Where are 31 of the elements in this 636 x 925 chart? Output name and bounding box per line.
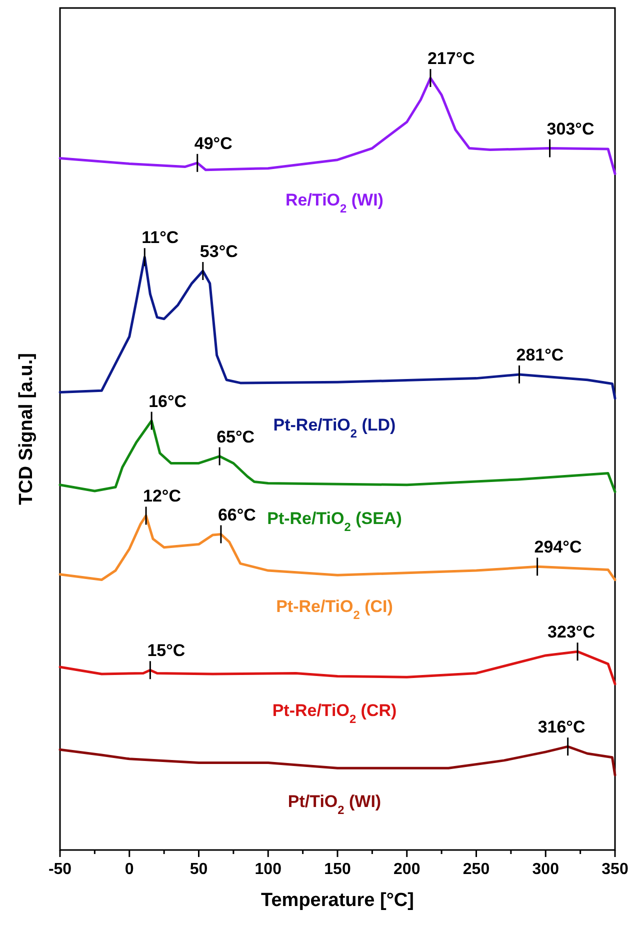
annotation: 323°C: [548, 622, 595, 642]
annotation: 294°C: [534, 538, 582, 557]
series-label: Pt-Re/TiO$_{2}$ (CI): [276, 596, 393, 622]
series-label: Pt-Re/TiO$_{2}$ (CR): [272, 701, 397, 726]
x-tick-label: -50: [48, 861, 72, 878]
series-label: Pt-Re/TiO$_{2}$ (LD): [273, 415, 396, 440]
annotation: 16°C: [148, 392, 187, 411]
x-axis-title: Temperature [°C]: [261, 890, 414, 911]
annotation: 65°C: [216, 427, 255, 446]
x-tick-label: 300: [532, 861, 560, 878]
x-tick-label: 350: [602, 861, 628, 878]
annotation: 217°C: [427, 49, 475, 68]
annotation: 316°C: [538, 718, 586, 737]
series-label: Pt/TiO$_{2}$ (WI): [288, 792, 382, 818]
x-tick-label: 0: [124, 861, 134, 878]
annotation: 49°C: [194, 134, 232, 153]
annotation: 53°C: [200, 242, 238, 261]
y-axis-title: TCD Signal [a.u.]: [16, 353, 37, 505]
x-tick-label: 100: [254, 861, 282, 878]
annotation: 303°C: [546, 119, 594, 138]
annotation: 15°C: [147, 641, 186, 660]
annotation: 11°C: [142, 228, 179, 248]
x-tick-label: 150: [324, 861, 351, 878]
series-label: Pt-Re/TiO$_{2}$ (SEA): [267, 508, 402, 534]
x-tick-label: 200: [394, 861, 420, 878]
series-label: Re/TiO$_{2}$ (WI): [286, 190, 384, 216]
annotation: 12°C: [143, 486, 182, 506]
x-tick-label: 250: [462, 861, 490, 878]
x-tick-label: 50: [190, 861, 208, 878]
annotation: 281°C: [516, 345, 564, 364]
annotation: 66°C: [218, 505, 256, 524]
